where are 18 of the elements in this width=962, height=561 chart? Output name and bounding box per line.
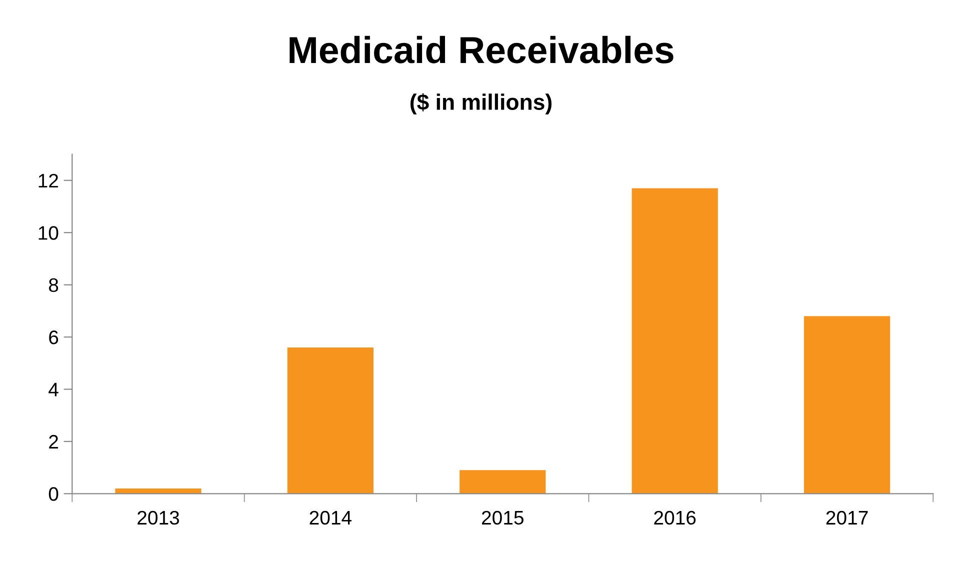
x-tick-label: 2015 — [482, 510, 524, 525]
y-tick-label: 10 — [38, 226, 58, 240]
x-tick-label: 2013 — [138, 510, 180, 525]
y-tick-label: 12 — [38, 174, 58, 188]
y-tick-label: 0 — [48, 487, 58, 501]
bar — [632, 188, 718, 494]
y-tick-label: 6 — [49, 330, 58, 344]
y-tick-label: 8 — [48, 278, 58, 292]
bar — [287, 347, 374, 494]
x-tick-label: 2017 — [826, 510, 868, 525]
x-tick-label: 2016 — [654, 510, 696, 525]
chart-subtitle: ($ in millions) — [410, 93, 552, 114]
chart-title: Medicaid Receivables — [290, 36, 674, 64]
x-tick-label: 2014 — [310, 510, 352, 525]
bar — [804, 316, 890, 494]
y-tick-label: 4 — [48, 382, 58, 396]
y-tick-label: 2 — [49, 434, 58, 449]
bar — [460, 470, 546, 494]
